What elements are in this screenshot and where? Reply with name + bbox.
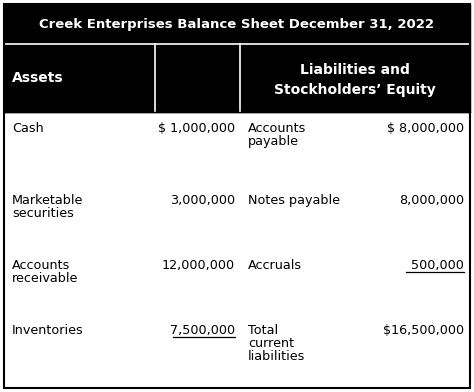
Text: Accruals: Accruals: [248, 259, 302, 272]
Text: 12,000,000: 12,000,000: [162, 259, 235, 272]
Text: Notes payable: Notes payable: [248, 194, 340, 207]
Text: $ 1,000,000: $ 1,000,000: [158, 122, 235, 135]
Text: 7,500,000: 7,500,000: [170, 324, 235, 337]
Text: 500,000: 500,000: [411, 259, 464, 272]
Text: Marketable: Marketable: [12, 194, 83, 207]
Text: securities: securities: [12, 207, 74, 220]
Text: Creek Enterprises Balance Sheet December 31, 2022: Creek Enterprises Balance Sheet December…: [39, 18, 435, 31]
Text: Accounts: Accounts: [12, 259, 70, 272]
Text: Assets: Assets: [12, 71, 64, 85]
Text: Stockholders’ Equity: Stockholders’ Equity: [274, 83, 436, 97]
Text: $ 8,000,000: $ 8,000,000: [387, 122, 464, 135]
Text: receivable: receivable: [12, 272, 78, 285]
Text: Accounts: Accounts: [248, 122, 306, 135]
Bar: [4, 44, 470, 112]
Text: 3,000,000: 3,000,000: [170, 194, 235, 207]
Text: $16,500,000: $16,500,000: [383, 324, 464, 337]
Text: payable: payable: [248, 135, 299, 148]
Text: Cash: Cash: [12, 122, 44, 135]
Text: Liabilities and: Liabilities and: [300, 63, 410, 77]
Text: liabilities: liabilities: [248, 350, 305, 363]
Text: 8,000,000: 8,000,000: [399, 194, 464, 207]
Text: Inventories: Inventories: [12, 324, 84, 337]
Bar: [4, 4, 470, 44]
Text: current: current: [248, 337, 294, 350]
Text: Total: Total: [248, 324, 278, 337]
